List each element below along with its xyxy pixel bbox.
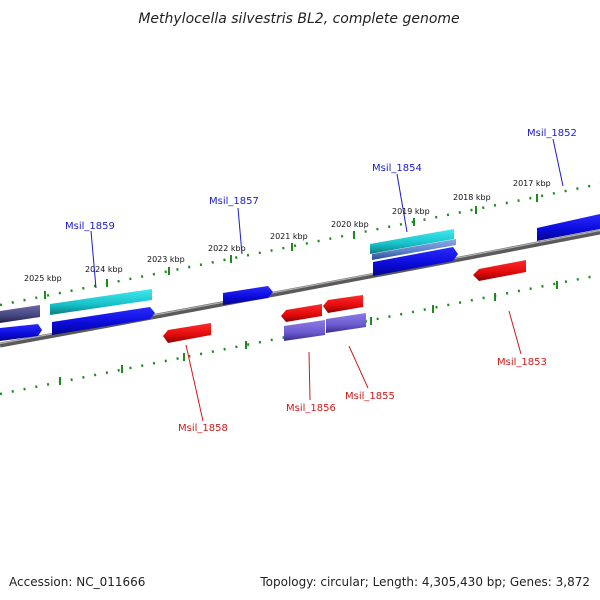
gene-arrow <box>373 247 458 276</box>
gene-arrow-msil-1853 <box>473 260 526 281</box>
gene-arrow-msil-1857 <box>223 286 273 305</box>
scale-label: 2020 kbp <box>331 220 369 229</box>
inner-scale-ring <box>0 273 600 396</box>
outer-major-ticks <box>44 194 538 299</box>
gene-arrow-msil-1852 <box>537 214 600 241</box>
gene-arrow-msil-1856 <box>281 304 322 322</box>
gene-arrow-msil-1859 <box>50 289 152 315</box>
scale-label: 2017 kbp <box>513 179 551 188</box>
accession-text: Accession: NC_011666 <box>9 575 145 589</box>
gene-arrow-msil-1854 <box>370 229 454 254</box>
gene-label-msil-1852: Msil_1852 <box>527 128 577 139</box>
gene-arrow <box>323 295 363 313</box>
gene-arrow <box>372 239 456 260</box>
outer-scale-ring <box>0 182 600 307</box>
scale-label: 2023 kbp <box>147 255 185 264</box>
gene-arrow <box>326 313 366 333</box>
forward-strand-genes <box>0 214 600 341</box>
gene-arrow <box>52 307 155 335</box>
gene-arrow-msil-1855 <box>284 320 325 341</box>
gene-label-msil-1858: Msil_1858 <box>178 423 228 434</box>
scale-label: 2024 kbp <box>85 265 123 274</box>
scale-label: 2025 kbp <box>24 274 62 283</box>
gene-labels: Msil_1859 Msil_1857 Msil_1854 Msil_1852 … <box>65 128 577 434</box>
gene-arrow <box>0 324 42 341</box>
gene-label-msil-1857: Msil_1857 <box>209 196 259 207</box>
scale-label: 2022 kbp <box>208 244 246 253</box>
gene-label-msil-1859: Msil_1859 <box>65 221 115 232</box>
gene-label-msil-1853: Msil_1853 <box>497 357 547 368</box>
gene-label-msil-1855: Msil_1855 <box>345 391 395 402</box>
scale-label: 2018 kbp <box>453 193 491 202</box>
map-title: Methylocella silvestris BL2, complete ge… <box>138 11 459 27</box>
label-leaders <box>90 138 564 422</box>
scale-label: 2021 kbp <box>270 232 308 241</box>
gene-label-msil-1854: Msil_1854 <box>372 163 422 174</box>
genome-summary-text: Topology: circular; Length: 4,305,430 bp… <box>259 575 590 589</box>
scale-label: 2019 kbp <box>392 207 430 216</box>
gene-arrow <box>0 305 40 323</box>
scale-labels: 2025 kbp 2024 kbp 2023 kbp 2022 kbp 2021… <box>24 179 551 283</box>
reverse-strand-genes <box>163 260 526 343</box>
gene-arrow-msil-1858 <box>163 323 211 343</box>
gene-label-msil-1856: Msil_1856 <box>286 403 336 414</box>
